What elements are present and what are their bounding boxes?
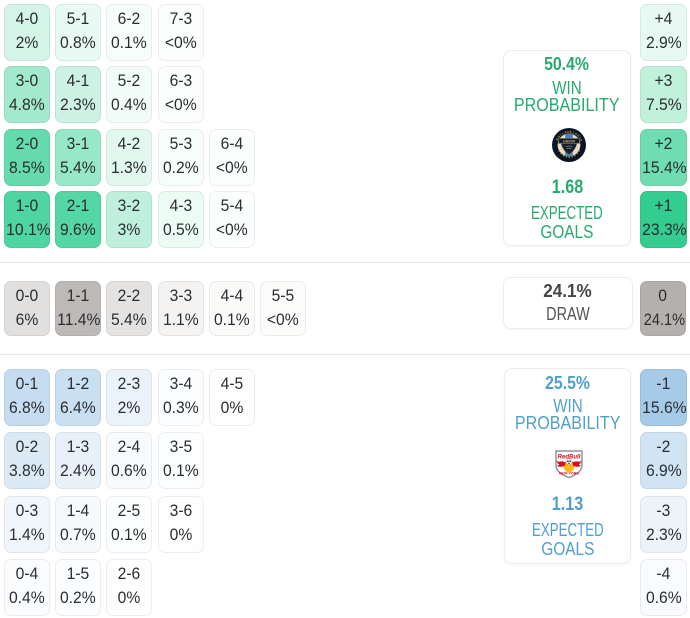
svg-text:P: P: [574, 132, 579, 137]
svg-text:NEW YORK: NEW YORK: [559, 472, 580, 476]
svg-text:RedBull: RedBull: [558, 455, 581, 461]
svg-text:E: E: [570, 130, 573, 134]
svg-text:I: I: [559, 133, 562, 137]
svg-text:H: H: [576, 134, 581, 139]
svg-text:A: A: [564, 130, 568, 135]
svg-text:H: H: [557, 134, 562, 139]
svg-text:L: L: [561, 131, 565, 135]
svg-text:D: D: [567, 130, 570, 134]
svg-text:A: A: [579, 138, 584, 142]
svg-text:P: P: [555, 137, 560, 141]
svg-text:I: I: [578, 136, 582, 139]
svg-text:L: L: [572, 131, 575, 135]
svg-text:UNION: UNION: [563, 139, 575, 143]
